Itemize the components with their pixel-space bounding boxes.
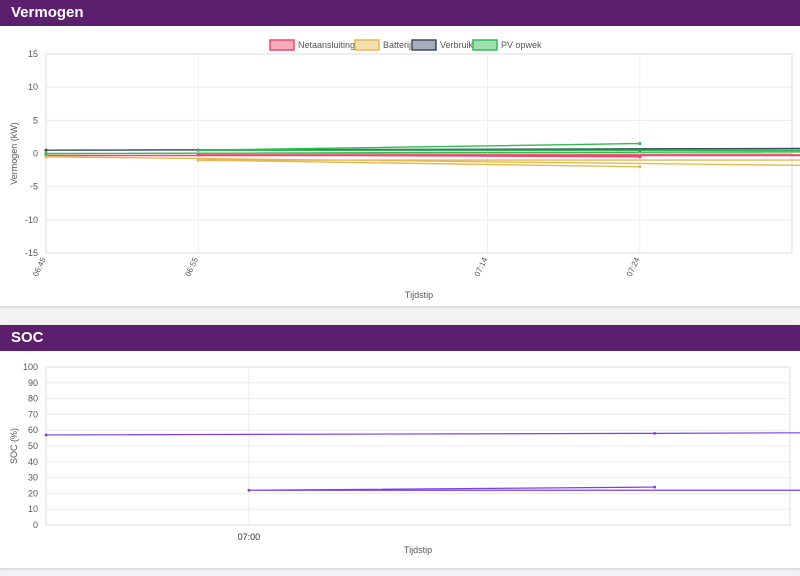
legend-swatch-netaansluiting (269, 39, 295, 51)
data-point-pv_opwek (196, 148, 200, 152)
y-tick-label: 90 (28, 378, 38, 388)
vermogen-card: Vermogen Netaansluiting Batterij Verbruik P… (0, 0, 800, 306)
legend-label-batterij: Batterij (383, 40, 411, 50)
soc-header: SOC (0, 325, 800, 351)
x-tick-label: 07:00 (238, 532, 261, 542)
x-axis-title: Tijdstip (404, 545, 432, 555)
legend-swatch-verbruik (411, 39, 437, 51)
soc-card: SOC 100908070605040302010007:0008:0009:0… (0, 325, 800, 568)
y-tick-label: 70 (28, 409, 38, 419)
data-point-verbruik (44, 148, 48, 152)
legend-swatch-batterij (354, 39, 380, 51)
y-tick-label: -5 (30, 182, 38, 192)
legend-label-pv_opwek: PV opwek (501, 40, 542, 50)
data-point-soc (247, 488, 251, 492)
data-point-pv_opwek (44, 151, 48, 156)
data-point-batterij (44, 155, 48, 159)
y-tick-label: 30 (28, 473, 38, 483)
y-tick-label: 100 (23, 362, 38, 372)
data-point-netaansluiting (196, 153, 200, 157)
series-line-verbruik (45, 147, 800, 151)
series-line-pv_opwek (45, 142, 800, 155)
y-tick-label: 0 (33, 149, 38, 159)
y-tick-label: 60 (28, 425, 38, 435)
vermogen-header: Vermogen (0, 0, 800, 26)
y-axis-title: SOC (%) (9, 428, 19, 464)
x-tick-label: 06:55 (183, 256, 200, 278)
data-point-soc (653, 485, 657, 489)
vermogen-chart: Netaansluiting Batterij Verbruik PV opwek 15… (9, 39, 800, 300)
y-tick-label: -15 (25, 248, 38, 258)
x-tick-label: 07:14 (473, 256, 490, 278)
y-tick-label: 15 (28, 49, 38, 59)
y-tick-label: 20 (28, 488, 38, 498)
data-point-soc (44, 433, 48, 437)
data-point-batterij (196, 158, 200, 162)
y-axis-title: Vermogen (kW) (9, 122, 19, 185)
y-tick-label: 5 (33, 115, 38, 125)
y-tick-label: 10 (28, 504, 38, 514)
y-tick-label: 40 (28, 457, 38, 467)
y-tick-label: -10 (25, 215, 38, 225)
x-tick-label: 07:24 (625, 256, 642, 278)
y-tick-label: 10 (28, 82, 38, 92)
legend-label-verbruik: Verbruik (440, 40, 474, 50)
y-tick-label: 0 (33, 520, 38, 530)
legend-swatch-pv_opwek (472, 39, 498, 51)
data-point-batterij (638, 165, 642, 169)
plot-frame (45, 366, 791, 526)
series-line-soc (45, 432, 800, 491)
y-tick-label: 50 (28, 441, 38, 451)
y-tick-label: 80 (28, 394, 38, 404)
soc-chart: 100908070605040302010007:0008:0009:0010:… (9, 362, 800, 555)
data-point-soc (653, 431, 657, 435)
x-tick-label: 06:45 (31, 256, 48, 278)
data-point-pv_opwek (638, 141, 642, 146)
data-point-netaansluiting (638, 155, 642, 159)
x-axis-title: Tijdstip (405, 290, 433, 300)
legend-label-netaansluiting: Netaansluiting (298, 40, 355, 50)
x-tick-label: 07:00 (238, 532, 261, 542)
